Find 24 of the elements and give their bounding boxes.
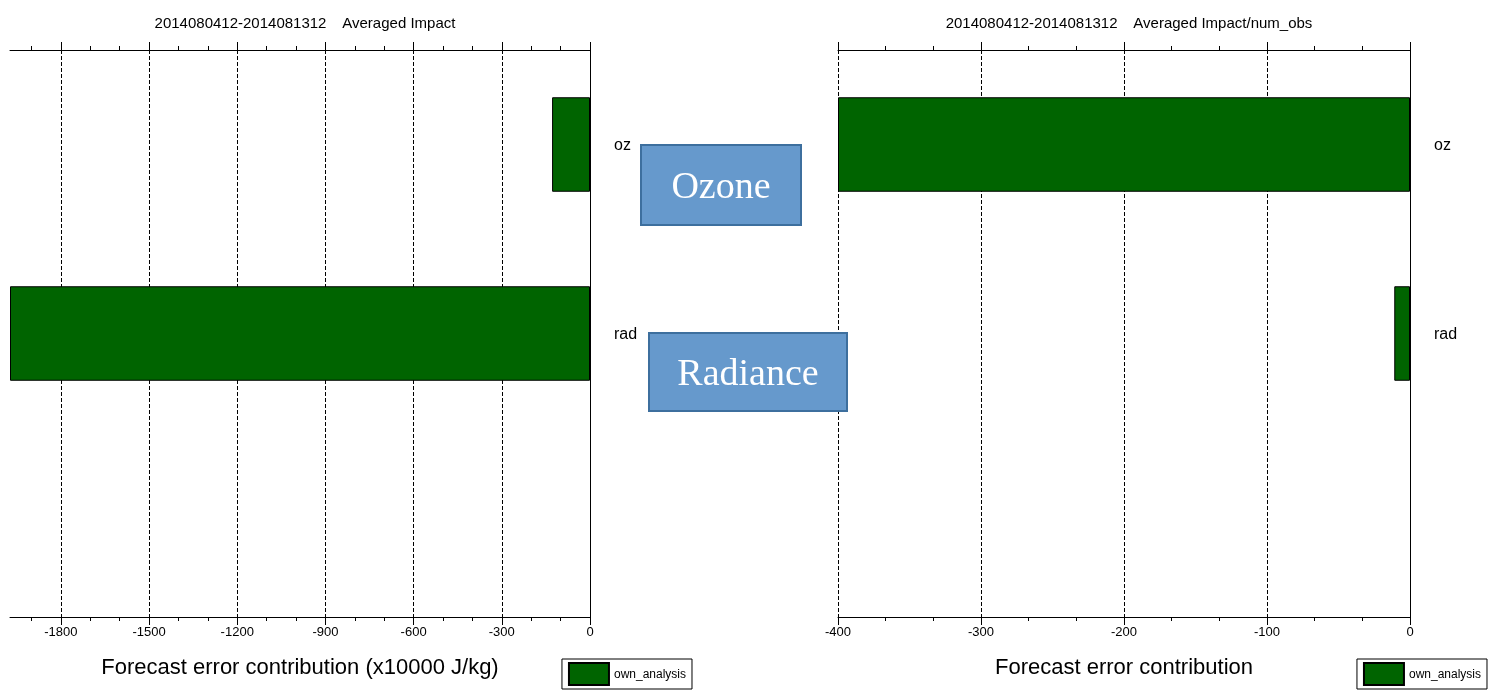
y-tick-label: rad	[614, 325, 638, 342]
x-tick-label: -1800	[44, 624, 78, 639]
x-tick-label: -600	[400, 624, 427, 639]
x-tick-label: -1500	[132, 624, 166, 639]
x-tick-label: -1200	[220, 624, 254, 639]
text: Radiance	[648, 332, 848, 412]
legend-label: own_analysis	[613, 667, 687, 681]
x-axis-title: Forecast error contribution	[995, 653, 1253, 679]
x-tick-label: -900	[312, 624, 339, 639]
x-tick-label: 0	[586, 624, 594, 639]
x-tick-label: -100	[1253, 624, 1281, 639]
x-tick-label: -400	[824, 624, 852, 639]
chart-title: 2014080412-2014081312 Averaged Impact	[154, 14, 457, 31]
y-tick-label: oz	[1434, 136, 1451, 153]
x-axis-title: Forecast error contribution (x10000 J/kg)	[101, 653, 499, 679]
x-tick-label: 0	[1406, 624, 1414, 639]
legend-label: own_analysis	[1408, 667, 1482, 681]
y-tick-label: oz	[614, 136, 631, 153]
x-tick-label: -300	[967, 624, 995, 639]
y-tick-label: rad	[1434, 325, 1458, 342]
x-tick-label: -300	[488, 624, 515, 639]
text: Ozone	[640, 144, 802, 226]
chart-title: 2014080412-2014081312 Averaged Impact/num_obs	[945, 14, 1313, 31]
x-tick-label: -200	[1110, 624, 1138, 639]
